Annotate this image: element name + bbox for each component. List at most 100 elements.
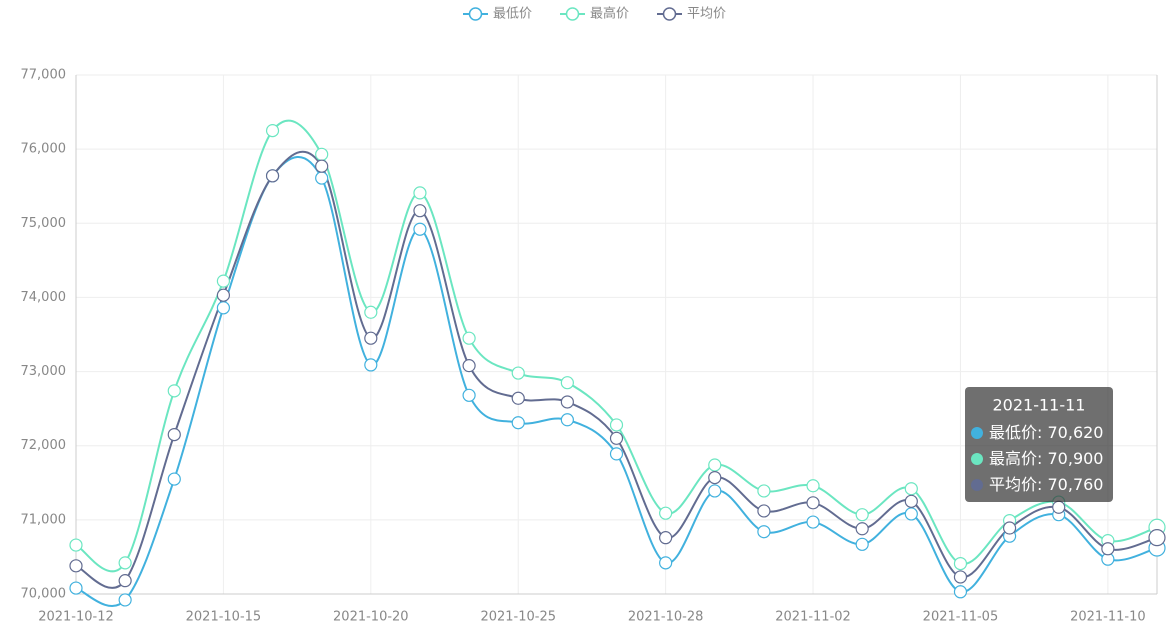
legend-marker xyxy=(565,7,580,21)
y-tick-label: 75,000 xyxy=(21,216,67,231)
data-point[interactable] xyxy=(953,557,968,571)
data-point[interactable] xyxy=(757,504,771,518)
y-tick-label: 76,000 xyxy=(21,142,67,157)
x-tick-label: 2021-11-02 xyxy=(775,610,851,625)
y-tick-label: 73,000 xyxy=(21,364,67,379)
data-point[interactable] xyxy=(315,159,329,173)
data-point[interactable] xyxy=(216,274,231,288)
data-point[interactable] xyxy=(413,204,427,218)
data-point[interactable] xyxy=(1002,521,1017,535)
y-tick-label: 77,000 xyxy=(21,68,67,83)
data-point[interactable] xyxy=(118,593,132,607)
tooltip-box xyxy=(965,387,1113,502)
data-point[interactable] xyxy=(560,413,574,427)
data-point[interactable] xyxy=(757,525,771,539)
data-point[interactable] xyxy=(462,331,476,345)
data-point[interactable] xyxy=(315,147,329,161)
data-point[interactable] xyxy=(265,169,280,183)
tooltip-sep: : xyxy=(1037,475,1047,494)
data-point[interactable] xyxy=(69,538,83,552)
x-tick-label: 2021-10-20 xyxy=(333,610,409,625)
data-point[interactable] xyxy=(560,395,574,409)
data-point[interactable] xyxy=(806,496,820,510)
tooltip-value: 70,900 xyxy=(1048,449,1104,468)
data-point[interactable] xyxy=(1052,500,1066,514)
data-point[interactable] xyxy=(609,431,624,445)
legend-marker xyxy=(468,7,483,21)
data-point[interactable] xyxy=(806,479,820,493)
data-point[interactable] xyxy=(659,506,673,520)
data-point[interactable] xyxy=(904,494,918,508)
data-point[interactable] xyxy=(364,331,378,345)
data-point[interactable] xyxy=(953,570,968,584)
series-line xyxy=(75,119,1158,573)
data-point[interactable] xyxy=(806,515,820,529)
data-point[interactable] xyxy=(1101,542,1115,556)
data-point[interactable] xyxy=(315,171,329,185)
data-point[interactable] xyxy=(855,508,869,522)
data-point[interactable] xyxy=(659,556,673,570)
series-line xyxy=(75,150,1158,589)
x-tick-label: 2021-10-15 xyxy=(186,610,262,625)
x-tick-label: 2021-11-05 xyxy=(923,610,999,625)
data-point[interactable] xyxy=(609,418,624,432)
legend-label[interactable]: 最低价 xyxy=(493,7,532,22)
legend-label[interactable]: 平均价 xyxy=(687,7,726,22)
x-tick-label: 2021-10-12 xyxy=(38,610,114,625)
data-point[interactable] xyxy=(69,559,83,573)
data-point[interactable] xyxy=(659,531,673,545)
data-point[interactable] xyxy=(511,366,525,380)
legend: 最低价 最高价 平均价 xyxy=(463,6,726,22)
data-point[interactable] xyxy=(757,484,771,498)
data-point[interactable] xyxy=(1148,529,1166,547)
tooltip-name: 最高价 xyxy=(989,449,1037,468)
data-point[interactable] xyxy=(413,186,427,200)
tooltip-sep: : xyxy=(1037,423,1047,442)
tooltip: 2021-11-11 最低价: 70,620 最高价: 70,900 平均价: 70,… xyxy=(965,387,1113,502)
data-point[interactable] xyxy=(511,416,525,430)
y-tick-label: 72,000 xyxy=(21,438,67,453)
data-point[interactable] xyxy=(413,222,427,236)
data-point[interactable] xyxy=(69,581,83,595)
x-tick-label: 2021-10-25 xyxy=(480,610,556,625)
data-point[interactable] xyxy=(462,388,476,402)
tooltip-title: 2021-11-11 xyxy=(993,396,1086,415)
data-point[interactable] xyxy=(118,574,132,588)
tooltip-value: 70,620 xyxy=(1048,423,1104,442)
data-point[interactable] xyxy=(167,384,181,398)
data-point[interactable] xyxy=(708,470,722,485)
data-point[interactable] xyxy=(708,484,722,498)
data-point[interactable] xyxy=(708,458,722,472)
data-point[interactable] xyxy=(216,288,231,302)
tooltip-name: 最低价 xyxy=(989,423,1037,442)
legend-marker xyxy=(662,7,677,21)
data-point[interactable] xyxy=(364,358,378,372)
data-point[interactable] xyxy=(265,124,280,138)
y-tick-label: 74,000 xyxy=(21,290,67,305)
data-point[interactable] xyxy=(855,522,869,536)
tooltip-sep: : xyxy=(1037,449,1047,468)
legend-label[interactable]: 最高价 xyxy=(590,6,629,22)
tooltip-item: 最低价: 70,620 xyxy=(989,423,1103,442)
tooltip-dot xyxy=(971,453,983,465)
data-point[interactable] xyxy=(364,305,378,319)
data-point[interactable] xyxy=(953,585,968,599)
y-tick-label: 70,000 xyxy=(21,587,67,602)
data-point[interactable] xyxy=(904,482,918,496)
x-tick-label: 2021-11-10 xyxy=(1070,610,1146,625)
data-point[interactable] xyxy=(609,447,624,461)
data-point[interactable] xyxy=(167,472,181,486)
data-point[interactable] xyxy=(167,427,181,442)
tooltip-item: 最高价: 70,900 xyxy=(989,449,1103,468)
data-point[interactable] xyxy=(855,537,869,551)
tooltip-dot xyxy=(971,479,983,491)
data-point[interactable] xyxy=(904,507,918,521)
tooltip-value: 70,760 xyxy=(1048,475,1104,494)
data-point[interactable] xyxy=(216,301,231,315)
data-point[interactable] xyxy=(462,359,476,373)
data-point[interactable] xyxy=(118,556,132,570)
data-point[interactable] xyxy=(560,376,574,390)
data-point[interactable] xyxy=(511,391,525,405)
y-tick-label: 71,000 xyxy=(21,512,67,527)
